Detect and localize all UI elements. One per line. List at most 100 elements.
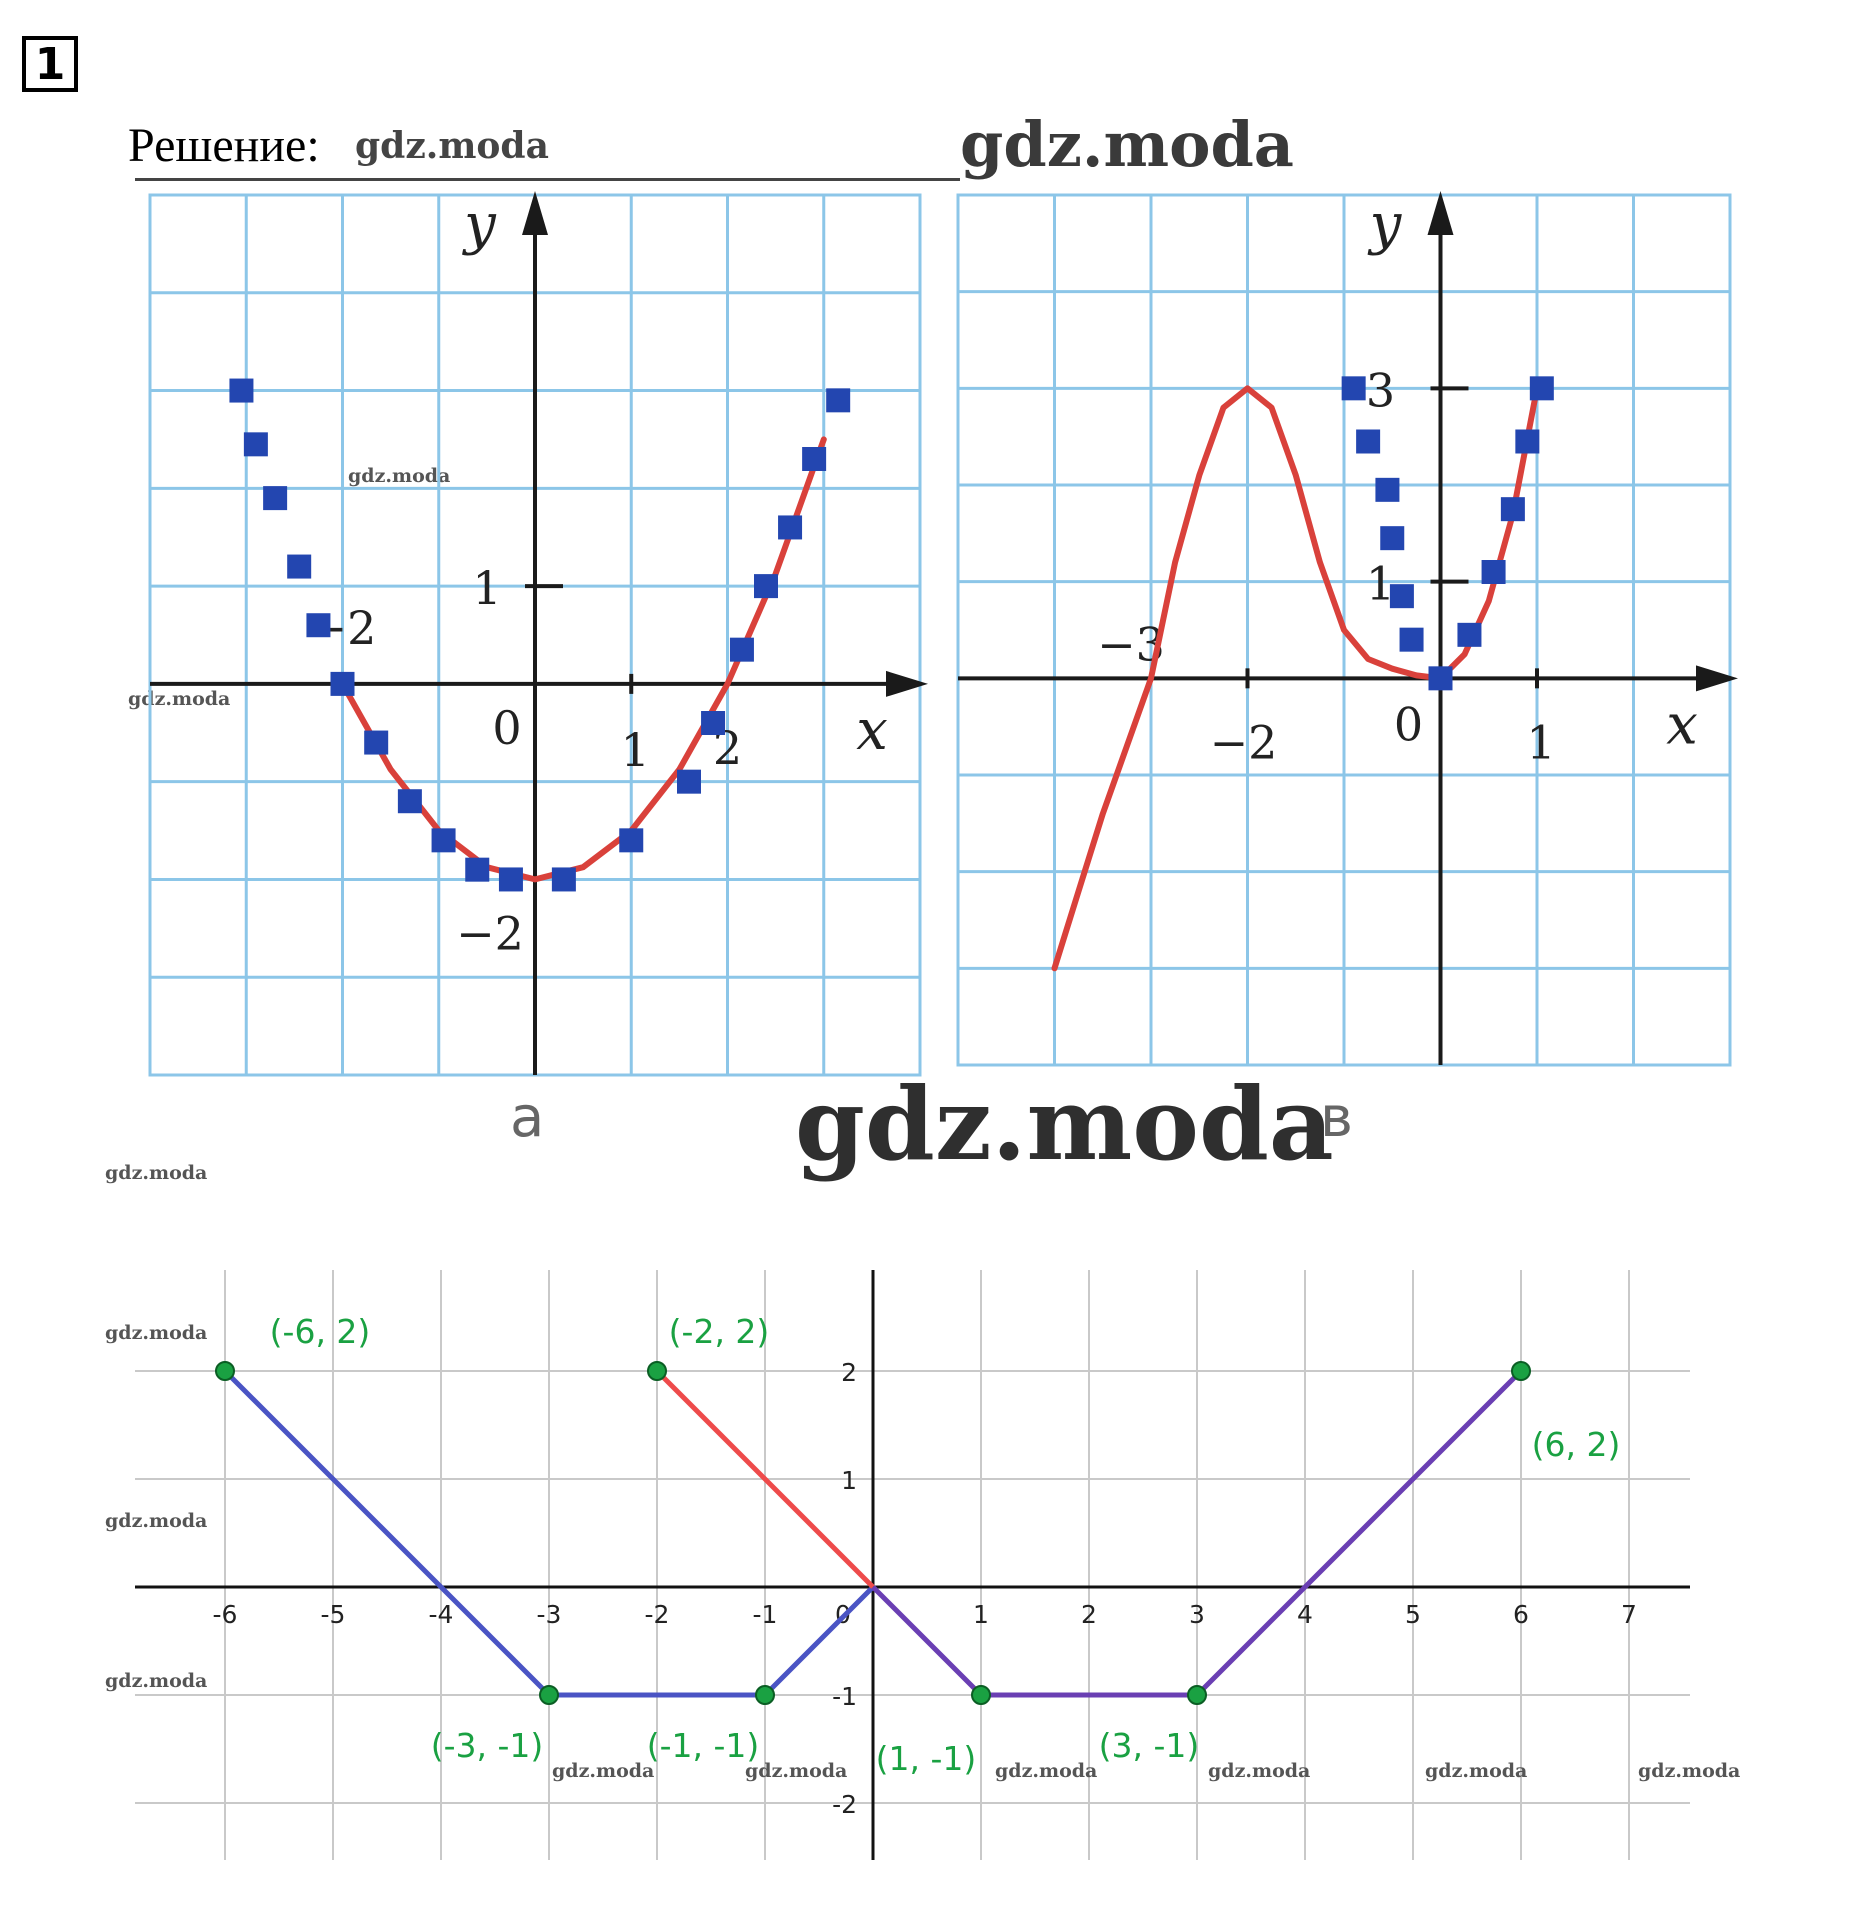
- series-marker: [287, 554, 312, 579]
- y-axis-arrow: [522, 191, 548, 235]
- series-marker: [1428, 666, 1453, 691]
- chart-c: -6 -5 -4 -3 -2 -1 0 1 2 3 4 5 6 721-1-2(-6, 2) (-2, 2)…: [135, 1270, 1690, 1860]
- y-tick-label: 1: [472, 561, 501, 615]
- series-marker: [1341, 376, 1366, 401]
- data-point-label: (-6, 2): [270, 1312, 371, 1351]
- series-marker: [306, 613, 331, 638]
- watermark: gdz.moda: [1638, 1760, 1741, 1782]
- x-tick-label: 2: [1081, 1600, 1097, 1629]
- series-marker: [1481, 560, 1506, 584]
- panel-label-b: в: [1320, 1085, 1354, 1150]
- x-tick-label: 7: [1621, 1600, 1637, 1629]
- data-point: [647, 1361, 667, 1381]
- x-tick-label: 0: [1394, 697, 1423, 751]
- series-marker: [397, 789, 422, 814]
- series-marker: [701, 711, 726, 735]
- series-marker: [1399, 627, 1424, 652]
- x-tick-label: 1: [1526, 715, 1555, 769]
- data-point: [1187, 1685, 1207, 1705]
- series-marker: [465, 857, 490, 882]
- series-marker: [1515, 429, 1540, 454]
- x-tick-label: 4: [1297, 1600, 1313, 1629]
- x-axis-arrow: [1696, 665, 1738, 692]
- series-line-blue: [223, 1369, 875, 1698]
- y-tick-label: −2: [456, 906, 524, 960]
- series-marker: [677, 769, 701, 794]
- watermark: gdz.moda: [348, 465, 451, 487]
- data-point-label: (6, 2): [1532, 1425, 1621, 1464]
- watermark: gdz.moda: [128, 688, 231, 710]
- panel-label-a: а: [510, 1085, 545, 1150]
- series-marker: [1356, 429, 1381, 454]
- series-marker: [826, 388, 851, 413]
- series-marker: [802, 447, 827, 471]
- series-marker: [1529, 376, 1554, 401]
- x-tick-label: 6: [1513, 1600, 1529, 1629]
- data-point: [215, 1361, 235, 1381]
- series-curve: [1051, 385, 1540, 972]
- y-tick-label: 1: [841, 1466, 857, 1495]
- x-axis-label: x: [1666, 692, 1698, 757]
- series-marker: [364, 730, 389, 755]
- x-tick-label: -1: [753, 1600, 778, 1629]
- data-point-label: (-3, -1): [431, 1726, 544, 1765]
- data-point-label: (-1, -1): [647, 1726, 760, 1765]
- x-tick-label: 1: [621, 723, 650, 777]
- y-tick-label: -2: [832, 1790, 857, 1819]
- data-point-label: (-2, 2): [669, 1312, 770, 1351]
- watermark: gdz.moda: [105, 1510, 208, 1532]
- y-axis-label: y: [461, 192, 497, 257]
- series-marker: [754, 574, 778, 599]
- x-tick-label: -3: [537, 1600, 562, 1629]
- x-axis-arrow: [886, 670, 928, 697]
- watermark: gdz.moda: [355, 125, 549, 167]
- x-axis-label: x: [856, 698, 888, 763]
- solution-underline: [135, 178, 960, 181]
- x-tick-label: -6: [213, 1600, 238, 1629]
- series-marker: [729, 637, 754, 662]
- watermark: gdz.moda: [105, 1670, 208, 1692]
- series-line-red: [655, 1369, 875, 1589]
- data-point: [1511, 1361, 1531, 1381]
- series-marker: [1500, 497, 1525, 522]
- solution-label: Решение:: [128, 119, 320, 172]
- x-tick-label: -4: [429, 1600, 454, 1629]
- x-tick-label: -5: [321, 1600, 346, 1629]
- series-marker: [498, 867, 523, 892]
- watermark: gdz.moda: [552, 1760, 655, 1782]
- x-tick-label: 3: [1189, 1600, 1205, 1629]
- watermark: gdz.moda: [1425, 1760, 1528, 1782]
- x-tick-label: 5: [1405, 1600, 1421, 1629]
- data-point-label: (3, -1): [1099, 1726, 1200, 1765]
- series-marker: [1375, 477, 1400, 502]
- series-marker: [229, 378, 254, 403]
- watermark: gdz.moda: [105, 1162, 208, 1184]
- data-point: [539, 1685, 559, 1705]
- x-tick-label: −2: [1210, 715, 1278, 769]
- x-tick-label: 1: [973, 1600, 989, 1629]
- series-marker: [778, 515, 803, 540]
- data-point: [755, 1685, 775, 1705]
- data-point: [971, 1685, 991, 1705]
- watermark: gdz.moda: [795, 1065, 1334, 1183]
- y-tick-label: -1: [832, 1682, 857, 1711]
- task-number: 1: [22, 36, 78, 92]
- y-axis-arrow: [1427, 191, 1454, 235]
- series-marker: [1389, 584, 1414, 609]
- chart-b: xy−3−2 0 131: [956, 191, 1738, 1067]
- watermark: gdz.moda: [105, 1322, 208, 1344]
- y-tick-label: 3: [1366, 363, 1395, 417]
- x-tick-label: -2: [645, 1600, 670, 1629]
- series-marker: [619, 828, 644, 853]
- watermark: gdz.moda: [745, 1760, 848, 1782]
- y-axis-label: y: [1367, 192, 1403, 257]
- series-marker: [551, 867, 576, 892]
- series-marker: [243, 432, 268, 457]
- series-marker: [330, 671, 355, 696]
- data-point-label: (1, -1): [876, 1739, 977, 1778]
- series-marker: [1457, 622, 1482, 647]
- series-marker: [1380, 526, 1405, 551]
- y-tick-label: 2: [841, 1358, 857, 1387]
- watermark: gdz.moda: [1208, 1760, 1311, 1782]
- series-marker: [263, 486, 288, 511]
